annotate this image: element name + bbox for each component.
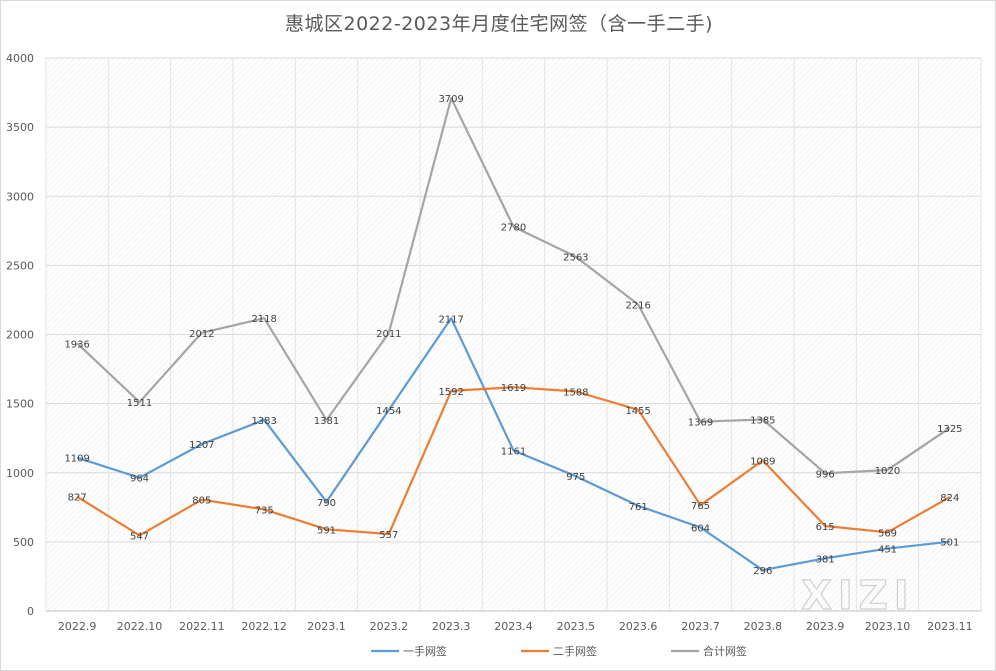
y-tick-label: 1000	[6, 467, 34, 480]
data-label: 996	[816, 469, 835, 480]
y-tick-label: 4000	[6, 52, 34, 65]
data-label: 1619	[501, 383, 526, 394]
data-label: 569	[878, 528, 897, 539]
data-label: 2117	[438, 314, 463, 325]
y-tick-label: 1500	[6, 398, 34, 411]
data-label: 1381	[314, 416, 339, 427]
y-tick-label: 2000	[6, 329, 34, 342]
data-label: 761	[629, 502, 648, 513]
data-label: 501	[940, 538, 959, 549]
data-label: 1383	[251, 416, 276, 427]
x-tick-label: 2023.5	[557, 620, 596, 633]
y-tick-label: 0	[27, 605, 34, 618]
y-tick-label: 3500	[6, 121, 34, 134]
data-label: 2780	[501, 223, 526, 234]
watermark-logo: XIZI	[801, 573, 915, 619]
data-label: 827	[68, 493, 87, 504]
data-label: 735	[255, 505, 274, 516]
data-label: 765	[691, 501, 710, 512]
data-label: 1325	[937, 424, 962, 435]
series-line	[76, 317, 950, 572]
x-tick-label: 2023.3	[432, 620, 471, 633]
x-tick-label: 2022.10	[117, 620, 163, 633]
data-label: 1511	[127, 398, 152, 409]
data-label: 1588	[563, 387, 588, 398]
data-label: 2011	[376, 329, 401, 340]
x-tick-label: 2023.1	[307, 620, 346, 633]
data-label: 2118	[251, 314, 276, 325]
x-tick-label: 2023.8	[744, 620, 783, 633]
data-label: 1454	[376, 406, 401, 417]
data-label: 381	[816, 554, 835, 565]
legend-label: 二手网签	[553, 644, 597, 658]
data-label: 604	[691, 523, 710, 534]
data-label: 790	[317, 498, 336, 509]
data-label: 557	[379, 530, 398, 541]
legend-label: 一手网签	[403, 644, 447, 658]
x-tick-label: 2023.7	[681, 620, 720, 633]
data-label: 1369	[688, 418, 713, 429]
data-label: 615	[816, 522, 835, 533]
x-tick-label: 2023.9	[806, 620, 845, 633]
data-label: 1592	[438, 387, 463, 398]
data-label: 2012	[189, 329, 214, 340]
series-line	[76, 386, 951, 537]
data-label: 296	[753, 566, 772, 577]
y-tick-label: 500	[13, 536, 34, 549]
data-label: 2563	[563, 253, 588, 264]
data-label: 547	[130, 531, 149, 542]
data-label: 1020	[875, 466, 900, 477]
y-tick-label: 2500	[6, 259, 34, 272]
data-label: 1936	[64, 339, 89, 350]
data-label: 1089	[750, 456, 775, 467]
data-label: 1109	[64, 454, 89, 465]
x-tick-label: 2023.6	[619, 620, 658, 633]
x-tick-label: 2022.12	[241, 620, 287, 633]
x-tick-label: 2023.2	[370, 620, 409, 633]
data-label: 964	[130, 474, 149, 485]
series-line	[76, 97, 951, 475]
data-label: 451	[878, 545, 897, 556]
x-tick-label: 2023.10	[865, 620, 911, 633]
data-label: 975	[566, 472, 585, 483]
data-label: 1385	[750, 416, 775, 427]
data-label: 1161	[501, 446, 526, 457]
data-label: 805	[192, 496, 211, 507]
x-tick-label: 2023.4	[494, 620, 533, 633]
chart-title: 惠城区2022-2023年月度住宅网签（含一手二手)	[285, 13, 713, 35]
x-tick-label: 2022.9	[58, 620, 97, 633]
data-label: 1455	[625, 406, 650, 417]
data-label: 1207	[189, 440, 214, 451]
data-label: 2216	[625, 301, 650, 312]
data-label: 824	[940, 493, 959, 504]
y-tick-label: 3000	[6, 190, 34, 203]
x-tick-label: 2022.11	[179, 620, 225, 633]
legend-label: 合计网签	[703, 644, 747, 658]
data-label: 3709	[438, 94, 463, 105]
x-tick-label: 2023.11	[927, 620, 973, 633]
data-label: 591	[317, 525, 336, 536]
